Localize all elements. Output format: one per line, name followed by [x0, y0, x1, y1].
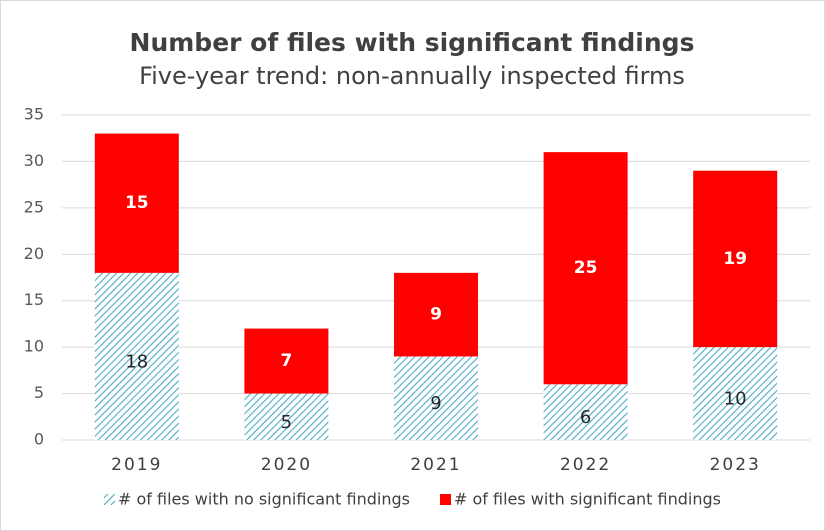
y-tick-label: 10	[24, 337, 44, 356]
bar-segment	[94, 272, 179, 440]
x-tick-label: 2022	[560, 455, 611, 475]
bars	[94, 133, 778, 440]
legend-label: # of files with significant findings	[454, 490, 721, 509]
data-label: 15	[125, 193, 149, 213]
y-tick-label: 5	[34, 383, 44, 402]
data-label: 7	[280, 351, 292, 371]
data-label: 19	[723, 249, 747, 269]
bar-segment	[94, 133, 179, 273]
x-tick-label: 2021	[410, 455, 461, 475]
x-tick-label: 2020	[261, 455, 312, 475]
bar-segment	[693, 170, 778, 348]
legend-label: # of files with no significant findings	[118, 490, 410, 509]
x-tick-label: 2019	[111, 455, 162, 475]
y-tick-label: 15	[24, 290, 44, 309]
data-label: 9	[430, 305, 442, 325]
chart-title: Number of files with significant finding…	[130, 28, 695, 57]
y-tick-label: 20	[24, 244, 44, 263]
bar-segment	[693, 347, 778, 440]
y-tick-label: 25	[24, 197, 44, 216]
y-tick-label: 0	[34, 430, 44, 449]
chart-subtitle: Five-year trend: non-annually inspected …	[139, 62, 685, 90]
data-label: 10	[724, 389, 747, 410]
labels: 2019 18 15 2020 5 7 2021 9 9 2022 6 25 2023 10 19 # of …	[104, 193, 761, 509]
bar-segment	[394, 356, 478, 440]
bar-segment	[244, 393, 329, 440]
data-label: 6	[580, 407, 591, 428]
data-label: 25	[574, 258, 598, 278]
legend-swatch	[104, 494, 116, 505]
data-label: 18	[125, 351, 148, 372]
bar-segment	[543, 152, 628, 385]
x-tick-label: 2023	[710, 455, 761, 475]
y-tick-label: 35	[24, 105, 44, 124]
data-label: 9	[430, 393, 441, 414]
data-label: 5	[281, 412, 292, 433]
bar-segment	[394, 272, 478, 357]
bar-segment	[543, 384, 628, 440]
y-tick-label: 30	[24, 151, 44, 170]
bar-segment	[244, 328, 329, 394]
legend-swatch	[440, 494, 452, 505]
